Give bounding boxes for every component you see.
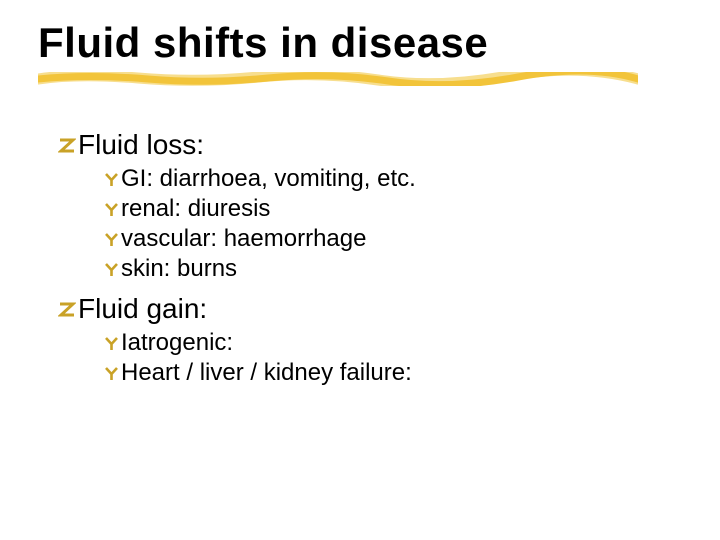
z-bullet-icon bbox=[58, 137, 76, 155]
y-bullet-icon bbox=[104, 336, 119, 351]
subitem-text: GI: diarrhoea, vomiting, etc. bbox=[121, 165, 416, 193]
y-bullet-icon bbox=[104, 262, 119, 277]
subitem-text: Iatrogenic: bbox=[121, 329, 233, 357]
y-bullet-icon bbox=[104, 202, 119, 217]
bullet-level2: GI: diarrhoea, vomiting, etc. bbox=[104, 165, 658, 193]
section-heading: Fluid loss: bbox=[78, 129, 204, 161]
section-heading: Fluid gain: bbox=[78, 293, 207, 325]
bullet-level2: Iatrogenic: bbox=[104, 329, 658, 357]
subitem-text: skin: burns bbox=[121, 255, 237, 283]
z-bullet-icon bbox=[58, 301, 76, 319]
bullet-level1: Fluid loss: bbox=[58, 129, 658, 161]
subitems-group: GI: diarrhoea, vomiting, etc. renal: diu… bbox=[104, 165, 658, 283]
subitem-text: vascular: haemorrhage bbox=[121, 225, 366, 253]
bullet-level2: renal: diuresis bbox=[104, 195, 658, 223]
title-underline bbox=[38, 72, 638, 86]
bullet-level1: Fluid gain: bbox=[58, 293, 658, 325]
y-bullet-icon bbox=[104, 366, 119, 381]
subitem-text: renal: diuresis bbox=[121, 195, 270, 223]
y-bullet-icon bbox=[104, 232, 119, 247]
slide-title: Fluid shifts in disease bbox=[38, 20, 678, 66]
slide: Fluid shifts in disease Fluid loss: GI: … bbox=[0, 0, 720, 540]
bullet-level2: Heart / liver / kidney failure: bbox=[104, 359, 658, 387]
title-block: Fluid shifts in disease bbox=[38, 20, 678, 91]
subitems-group: Iatrogenic: Heart / liver / kidney failu… bbox=[104, 329, 658, 387]
bullet-level2: vascular: haemorrhage bbox=[104, 225, 658, 253]
content-area: Fluid loss: GI: diarrhoea, vomiting, etc… bbox=[58, 125, 658, 397]
subitem-text: Heart / liver / kidney failure: bbox=[121, 359, 412, 387]
y-bullet-icon bbox=[104, 172, 119, 187]
bullet-level2: skin: burns bbox=[104, 255, 658, 283]
